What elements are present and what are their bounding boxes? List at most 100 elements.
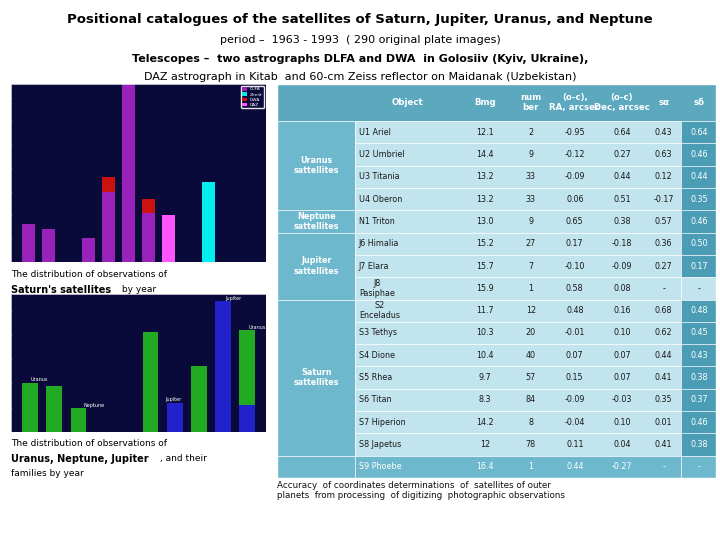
Text: 10.4: 10.4 — [476, 351, 493, 360]
Text: Jupiter
sattellites: Jupiter sattellites — [294, 256, 339, 276]
X-axis label: Years: Years — [131, 450, 146, 455]
Text: 0.38: 0.38 — [690, 373, 708, 382]
Text: 33: 33 — [526, 172, 536, 181]
Text: U4 Oberon: U4 Oberon — [359, 195, 402, 204]
Text: 0.38: 0.38 — [690, 440, 708, 449]
Text: 0.27: 0.27 — [613, 150, 631, 159]
Text: Saturn's satellites: Saturn's satellites — [11, 285, 111, 295]
Bar — [356, 411, 681, 433]
Text: J6 Himalia: J6 Himalia — [359, 239, 400, 248]
Text: Uranus
sattellites: Uranus sattellites — [294, 156, 339, 176]
Text: 0.41: 0.41 — [655, 373, 672, 382]
Text: -: - — [698, 284, 701, 293]
Text: 9.7: 9.7 — [478, 373, 491, 382]
Bar — [102, 178, 115, 192]
Text: (o-c),
RA, arcsec: (o-c), RA, arcsec — [549, 93, 600, 112]
Text: Uranus, Neptune, Jupiter: Uranus, Neptune, Jupiter — [11, 454, 148, 464]
Text: The distribution of observations of: The distribution of observations of — [11, 270, 167, 279]
Text: N1 Triton: N1 Triton — [359, 217, 395, 226]
Text: Saturn
sattellites: Saturn sattellites — [294, 368, 339, 387]
Bar — [681, 300, 716, 322]
Bar — [681, 277, 716, 300]
Text: S4 Dione: S4 Dione — [359, 351, 395, 360]
Text: J7 Elara: J7 Elara — [359, 261, 390, 271]
Text: 0.46: 0.46 — [690, 217, 708, 226]
Text: 13.2: 13.2 — [476, 195, 493, 204]
Bar — [277, 121, 356, 211]
Bar — [239, 330, 255, 432]
Text: sα: sα — [658, 98, 670, 107]
Text: 15.2: 15.2 — [476, 239, 494, 248]
Bar — [681, 389, 716, 411]
Bar — [191, 367, 207, 432]
Bar — [356, 255, 681, 277]
Text: Telescopes –  two astrographs DLFA and DWA  in Golosiiv (Kyiv, Ukraine),: Telescopes – two astrographs DLFA and DW… — [132, 54, 588, 64]
Text: 0.17: 0.17 — [690, 261, 708, 271]
Text: (o-c)
Dec, arcsec: (o-c) Dec, arcsec — [594, 93, 650, 112]
Bar — [356, 456, 681, 478]
Text: Jupiter: Jupiter — [165, 397, 181, 402]
Text: 0.68: 0.68 — [655, 306, 672, 315]
Text: -0.01: -0.01 — [564, 328, 585, 338]
Legend: DLFA, Zeniit, DWA, DAZ: DLFA, Zeniit, DWA, DAZ — [240, 86, 264, 108]
Bar — [681, 188, 716, 211]
Text: 0.35: 0.35 — [690, 195, 708, 204]
Text: 15.7: 15.7 — [476, 261, 494, 271]
Bar — [681, 433, 716, 456]
Text: 0.50: 0.50 — [690, 239, 708, 248]
Text: 0.36: 0.36 — [655, 239, 672, 248]
Bar — [22, 225, 35, 262]
Bar — [356, 121, 681, 144]
X-axis label: Years: Years — [131, 280, 146, 285]
Text: , and their: , and their — [160, 454, 207, 463]
Text: 8: 8 — [528, 417, 534, 427]
Text: 0.48: 0.48 — [690, 306, 708, 315]
Text: Bmg: Bmg — [474, 98, 495, 107]
Text: 0.10: 0.10 — [613, 417, 631, 427]
Text: 0.44: 0.44 — [690, 172, 708, 181]
Text: -: - — [662, 462, 665, 471]
Text: U2 Umbriel: U2 Umbriel — [359, 150, 405, 159]
Text: 0.01: 0.01 — [655, 417, 672, 427]
Text: 0.17: 0.17 — [566, 239, 584, 248]
Text: 0.08: 0.08 — [613, 284, 631, 293]
Bar — [356, 166, 681, 188]
Text: 33: 33 — [526, 195, 536, 204]
Text: J8
Pasiphae: J8 Pasiphae — [359, 279, 395, 298]
Text: 0.62: 0.62 — [655, 328, 672, 338]
Text: Neptune
sattellites: Neptune sattellites — [294, 212, 339, 231]
Text: 0.04: 0.04 — [613, 440, 631, 449]
Text: 0.44: 0.44 — [566, 462, 583, 471]
Text: 0.45: 0.45 — [690, 328, 708, 338]
Text: -0.18: -0.18 — [612, 239, 632, 248]
Text: S6 Titan: S6 Titan — [359, 395, 392, 404]
Bar — [356, 211, 681, 233]
Text: 0.16: 0.16 — [613, 306, 631, 315]
Bar — [82, 239, 95, 262]
Bar — [681, 367, 716, 389]
Text: U3 Titania: U3 Titania — [359, 172, 400, 181]
Text: S9 Phoebe: S9 Phoebe — [359, 462, 402, 471]
Text: 84: 84 — [526, 395, 536, 404]
Text: 9: 9 — [528, 217, 534, 226]
Bar — [356, 389, 681, 411]
Text: 12: 12 — [480, 440, 490, 449]
Text: 0.51: 0.51 — [613, 195, 631, 204]
Bar — [356, 188, 681, 211]
Bar — [681, 344, 716, 367]
Text: 13.2: 13.2 — [476, 172, 493, 181]
Bar — [142, 199, 155, 213]
Text: 0.06: 0.06 — [566, 195, 583, 204]
Bar — [215, 301, 230, 432]
Bar — [356, 300, 681, 322]
Bar — [162, 215, 175, 262]
Text: 0.64: 0.64 — [690, 128, 708, 137]
Text: 0.44: 0.44 — [613, 172, 631, 181]
Text: -0.09: -0.09 — [564, 172, 585, 181]
Text: period –  1963 - 1993  ( 290 original plate images): period – 1963 - 1993 ( 290 original plat… — [220, 35, 500, 45]
Bar — [215, 406, 230, 432]
Bar — [202, 182, 215, 262]
Text: families by year: families by year — [11, 469, 84, 478]
Bar — [143, 333, 158, 432]
Text: sδ: sδ — [693, 98, 704, 107]
